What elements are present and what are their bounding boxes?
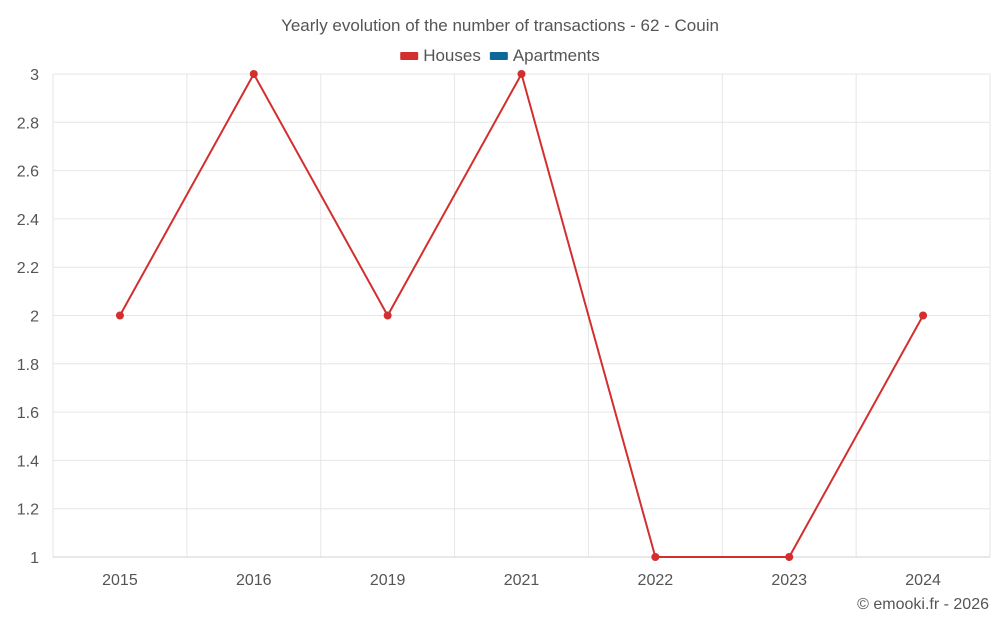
legend-label: Houses: [423, 46, 481, 65]
x-tick-label: 2024: [905, 572, 941, 589]
data-point: [383, 311, 392, 320]
y-tick-label: 2: [30, 309, 39, 326]
y-tick-label: 1: [30, 550, 39, 567]
legend-item-apartments[interactable]: Apartments: [489, 46, 600, 65]
y-tick-label: 3: [30, 67, 39, 84]
data-point: [651, 553, 660, 561]
y-axis: 1 1.2 1.4 1.6 1.8 2 2.2 2.4 2.6 2.8 3: [17, 67, 39, 567]
x-tick-label: 2016: [236, 572, 272, 589]
x-axis: 2015 2016 2019 2021 2022 2023 2024: [53, 556, 990, 589]
x-tick-label: 2019: [370, 572, 406, 589]
x-tick-label: 2022: [638, 572, 674, 589]
y-tick-label: 2.6: [17, 164, 39, 181]
legend-swatch: [400, 52, 419, 60]
y-tick-label: 2.8: [17, 115, 39, 132]
y-tick-label: 1.4: [17, 453, 39, 470]
data-point: [919, 311, 928, 320]
x-tick-label: 2023: [771, 572, 807, 589]
legend-swatch: [489, 52, 508, 60]
series-group: [115, 70, 928, 561]
y-tick-label: 1.6: [17, 405, 39, 422]
y-tick-label: 1.2: [17, 502, 39, 519]
legend-label: Apartments: [513, 46, 600, 65]
chart-title: Yearly evolution of the number of transa…: [281, 16, 719, 35]
legend-item-houses[interactable]: Houses: [400, 46, 481, 65]
y-tick-label: 1.8: [17, 357, 39, 374]
y-tick-label: 2.2: [17, 260, 39, 277]
y-tick-label: 2.4: [17, 212, 39, 229]
x-tick-label: 2015: [102, 572, 138, 589]
x-tick-label: 2021: [504, 572, 540, 589]
grid: [52, 73, 991, 558]
credit-text: © emooki.fr - 2026: [857, 596, 989, 613]
data-point: [785, 553, 794, 561]
legend: Houses Apartments: [400, 46, 600, 65]
data-point: [115, 311, 124, 320]
data-point: [517, 70, 526, 78]
data-point: [249, 70, 258, 78]
